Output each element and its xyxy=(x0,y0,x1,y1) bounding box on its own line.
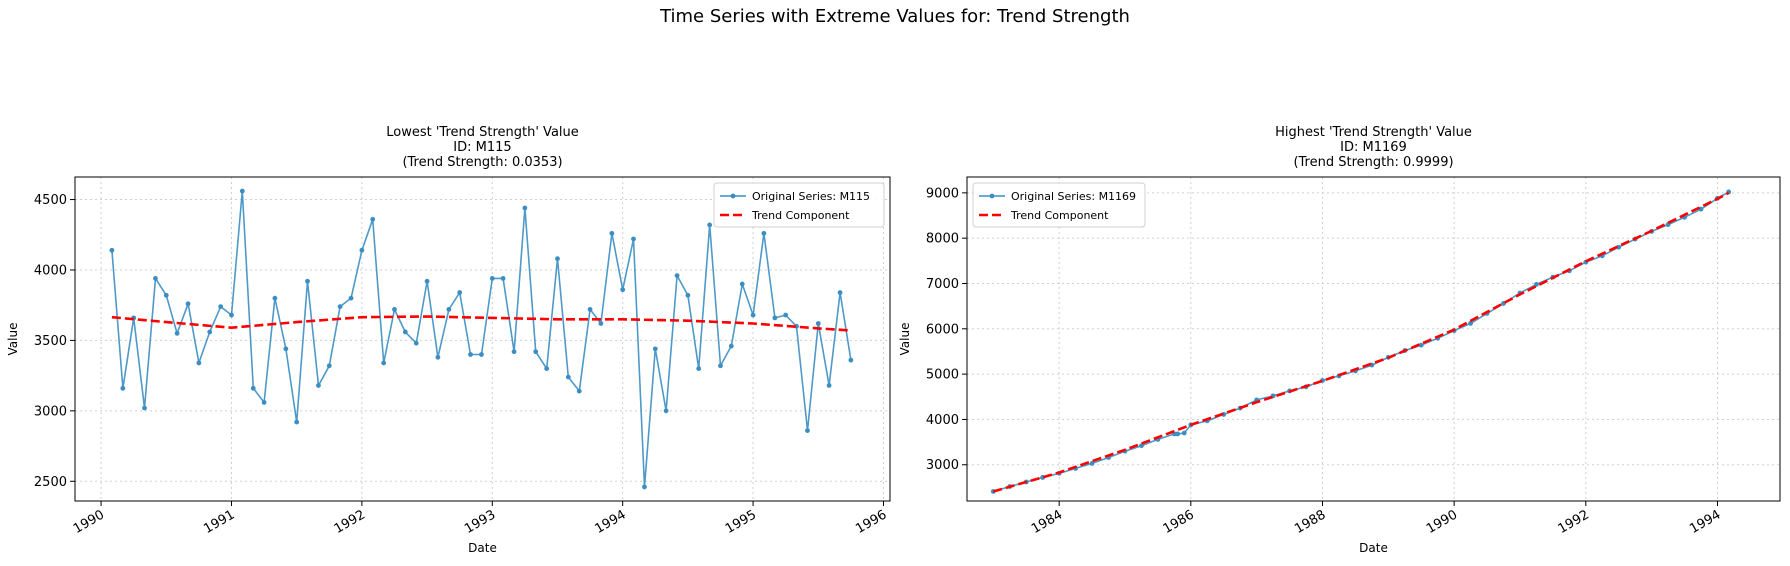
data-point xyxy=(381,360,387,366)
data-point xyxy=(576,388,582,394)
data-point xyxy=(283,346,289,352)
figure-title: Time Series with Extreme Values for: Tre… xyxy=(660,6,1130,27)
data-point xyxy=(305,278,310,284)
data-point xyxy=(707,222,713,228)
data-point xyxy=(142,405,147,411)
legend: Original Series: M115 Trend Component xyxy=(713,182,885,228)
data-point xyxy=(783,312,789,318)
x-tick-label: 1992 xyxy=(332,507,368,537)
data-point xyxy=(348,295,354,301)
data-point xyxy=(413,340,419,346)
x-tick-label: 1995 xyxy=(723,507,759,537)
data-point xyxy=(229,312,234,318)
data-point xyxy=(750,312,756,318)
data-point xyxy=(728,343,734,349)
data-point xyxy=(457,290,463,295)
data-point xyxy=(663,408,669,414)
data-point xyxy=(250,385,256,391)
data-point xyxy=(718,363,723,369)
data-point xyxy=(522,205,528,211)
y-axis-label: Value xyxy=(6,323,20,356)
data-point xyxy=(620,287,626,293)
x-tick-label: 1991 xyxy=(201,507,237,537)
data-point xyxy=(761,230,767,236)
x-axis-label: Date xyxy=(468,541,497,555)
data-point xyxy=(642,484,647,490)
data-point xyxy=(435,354,441,360)
y-tick-label: 3500 xyxy=(34,334,67,349)
data-point xyxy=(739,281,745,287)
subplot-title-line: Lowest 'Trend Strength' Value xyxy=(386,125,579,140)
data-point xyxy=(294,419,300,425)
data-point xyxy=(272,295,278,301)
data-point xyxy=(261,399,267,405)
data-point xyxy=(109,247,115,253)
data-point xyxy=(174,330,180,336)
data-point xyxy=(326,363,332,369)
data-point xyxy=(479,352,484,357)
data-point xyxy=(674,273,680,279)
data-point xyxy=(424,278,430,284)
data-point xyxy=(587,307,593,312)
x-tick-label: 1993 xyxy=(462,507,498,537)
y-tick-label: 4500 xyxy=(34,193,67,208)
data-point xyxy=(511,349,517,355)
subplot-title-line: ID: M115 xyxy=(453,140,511,155)
y-tick-label: 4000 xyxy=(34,263,67,278)
data-point xyxy=(153,276,158,281)
data-point xyxy=(239,188,245,194)
data-point xyxy=(500,276,506,281)
data-point xyxy=(565,374,571,380)
data-point xyxy=(316,383,321,388)
legend-box xyxy=(713,182,885,228)
data-point xyxy=(815,321,821,326)
data-point xyxy=(598,321,604,326)
trend-line xyxy=(111,315,851,332)
x-tick-label: 1990 xyxy=(71,507,107,537)
data-point xyxy=(652,346,658,352)
data-point xyxy=(826,383,832,388)
data-point xyxy=(337,304,343,309)
legend-label: Trend Component xyxy=(751,209,850,222)
series-line xyxy=(111,191,852,487)
data-point xyxy=(468,352,473,357)
legend-series-marker xyxy=(730,193,736,199)
data-point xyxy=(185,301,191,307)
subplot-title-line: (Trend Strength: 0.0353) xyxy=(402,155,562,170)
data-point xyxy=(555,256,560,262)
data-point xyxy=(848,357,854,363)
data-point xyxy=(120,385,126,391)
data-point xyxy=(772,315,778,321)
data-point xyxy=(544,366,550,371)
data-point xyxy=(685,292,691,298)
data-point xyxy=(370,216,376,222)
data-point xyxy=(392,307,397,312)
data-point xyxy=(402,329,408,335)
data-point xyxy=(631,236,636,242)
data-point xyxy=(359,247,365,253)
data-point xyxy=(489,276,495,281)
data-point xyxy=(837,290,843,295)
axes-frame xyxy=(74,176,891,502)
data-point xyxy=(207,329,213,335)
x-tick-label: 1994 xyxy=(593,507,629,537)
data-point xyxy=(533,349,539,355)
data-point xyxy=(218,304,224,309)
data-point xyxy=(696,366,702,371)
data-point xyxy=(609,230,615,236)
y-tick-label: 3000 xyxy=(34,404,67,419)
data-point xyxy=(446,307,452,312)
data-point xyxy=(805,428,810,433)
x-tick-label: 1996 xyxy=(853,507,889,537)
data-point xyxy=(163,292,169,298)
legend-label: Original Series: M115 xyxy=(752,190,870,203)
data-point xyxy=(196,360,202,366)
y-tick-label: 2500 xyxy=(34,475,67,490)
